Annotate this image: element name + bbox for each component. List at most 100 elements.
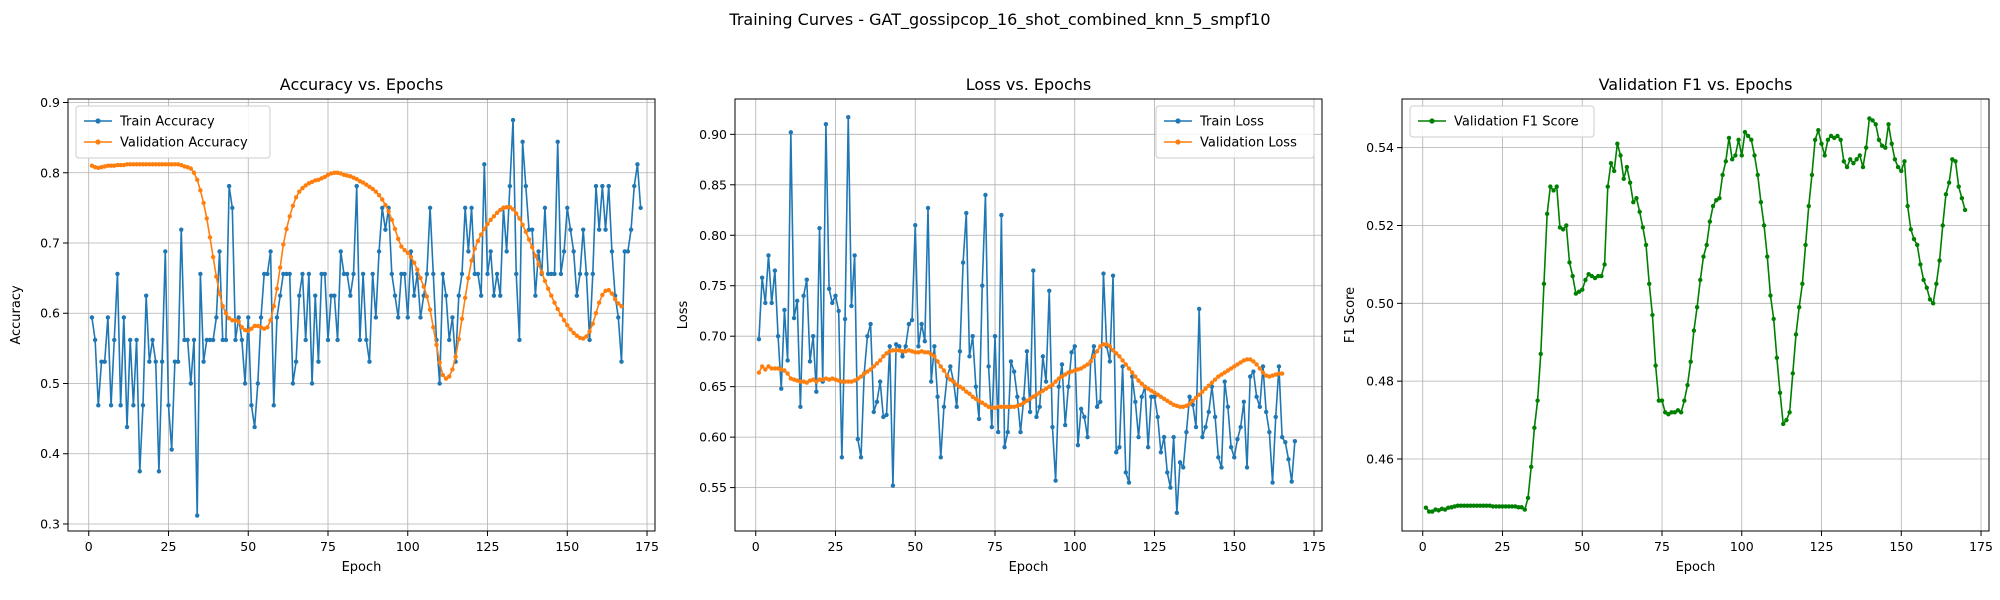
data-point <box>957 384 963 389</box>
data-point <box>354 176 359 182</box>
data-point <box>1270 480 1275 485</box>
data-point <box>769 300 774 306</box>
data-point <box>1586 271 1591 277</box>
data-point <box>1490 504 1496 509</box>
data-point <box>973 396 979 401</box>
data-point <box>1921 277 1926 283</box>
data-point <box>1659 398 1665 403</box>
x-tick-label: 100 <box>396 539 420 554</box>
data-point <box>233 337 238 343</box>
data-point <box>964 389 969 394</box>
data-point <box>536 249 541 254</box>
data-point <box>1458 503 1464 508</box>
data-point <box>1145 445 1151 450</box>
data-point <box>954 382 959 387</box>
y-axis-label: Loss <box>676 301 691 330</box>
data-point <box>1876 137 1882 143</box>
data-point <box>1190 398 1196 403</box>
data-point <box>846 114 851 120</box>
figure-suptitle: Training Curves - GAT_gossipcop_16_shot_… <box>728 10 1270 30</box>
data-point <box>967 391 972 396</box>
data-point <box>1908 227 1914 232</box>
data-point <box>1206 383 1211 388</box>
data-point <box>1688 359 1693 364</box>
data-point <box>1225 404 1231 410</box>
x-tick-label: 75 <box>1654 539 1670 554</box>
data-point <box>1423 505 1429 510</box>
data-point <box>424 294 430 299</box>
data-point <box>766 253 771 258</box>
data-point <box>1774 355 1780 361</box>
data-point <box>140 403 146 408</box>
data-point <box>606 183 611 189</box>
data-point <box>447 374 452 379</box>
data-point <box>217 291 222 296</box>
data-point <box>1694 305 1700 310</box>
data-point <box>360 180 366 185</box>
data-point <box>249 403 254 408</box>
data-point <box>239 325 245 330</box>
data-point <box>900 349 905 354</box>
data-point <box>1915 242 1920 248</box>
data-point <box>1701 254 1706 259</box>
data-point <box>265 271 270 277</box>
data-point <box>826 286 832 291</box>
legend: Train Loss Validation Loss <box>1155 105 1315 159</box>
data-point <box>188 166 194 171</box>
data-point <box>960 260 966 265</box>
data-point <box>335 337 340 343</box>
data-point <box>782 368 787 373</box>
data-point <box>405 250 410 256</box>
data-point <box>1107 359 1113 364</box>
data-point <box>1110 348 1116 353</box>
data-point <box>935 359 940 364</box>
data-point <box>297 189 302 194</box>
x-tick-label: 0 <box>85 539 93 554</box>
data-point <box>1263 409 1269 415</box>
data-point <box>763 367 768 372</box>
data-point <box>1133 374 1138 379</box>
data-point <box>1129 374 1135 379</box>
data-point <box>150 337 155 343</box>
data-point <box>341 271 347 277</box>
data-point <box>948 364 953 369</box>
data-point <box>1592 275 1598 281</box>
data-point <box>163 249 168 254</box>
data-point <box>785 371 790 376</box>
data-point <box>1228 445 1234 450</box>
data-point <box>913 350 918 355</box>
data-point <box>166 403 171 408</box>
data-point <box>1072 344 1077 349</box>
data-point <box>316 359 321 364</box>
data-point <box>1892 157 1898 162</box>
data-point <box>574 333 580 338</box>
data-point <box>957 349 963 354</box>
data-point <box>1838 137 1843 143</box>
data-point <box>1541 281 1547 287</box>
data-point <box>1873 122 1878 127</box>
data-point <box>795 298 800 304</box>
data-point <box>1257 404 1262 410</box>
data-point <box>1570 273 1575 279</box>
data-point <box>434 342 439 348</box>
data-point <box>274 315 280 320</box>
data-point <box>1260 364 1266 369</box>
data-point <box>376 249 382 254</box>
data-point <box>462 295 468 300</box>
data-point <box>1739 153 1744 158</box>
data-point <box>217 249 222 254</box>
data-point <box>1219 372 1224 377</box>
data-point <box>1477 503 1483 508</box>
axes-frame <box>734 98 1323 532</box>
data-point <box>252 424 257 430</box>
data-point <box>1075 443 1081 448</box>
legend-box <box>1155 105 1315 159</box>
data-point <box>1158 394 1164 399</box>
data-point <box>230 205 235 211</box>
data-point <box>92 337 98 343</box>
data-point <box>134 337 139 343</box>
data-point <box>1940 223 1945 228</box>
data-point <box>507 183 513 189</box>
data-point <box>1235 362 1240 367</box>
data-point <box>1181 465 1186 470</box>
